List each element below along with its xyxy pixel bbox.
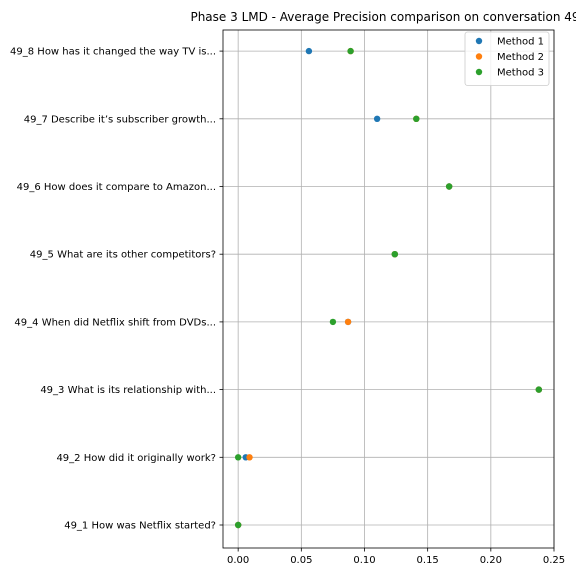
legend-box: [464, 31, 550, 86]
data-point: [413, 115, 420, 123]
data-point: [344, 318, 352, 326]
y-tick-label: 49_2 How did it originally work?: [56, 453, 216, 464]
data-point: [234, 454, 242, 461]
x-tick-label: 0.05: [290, 555, 312, 566]
y-tick-label: 49_8 How has it changed the way TV is...: [10, 47, 216, 58]
y-tick-label: 49_3 What is its relationship with...: [40, 385, 216, 396]
legend-label: Method 1: [497, 37, 544, 48]
x-tick-label: 0.10: [353, 555, 375, 566]
legend-marker: [475, 68, 483, 76]
x-tick-label: 0.20: [480, 555, 502, 566]
plot-frame: [222, 29, 555, 549]
x-tick-label: 0.25: [543, 555, 565, 566]
x-tick-label: 0.00: [227, 555, 249, 566]
legend-marker: [475, 53, 483, 60]
data-point: [535, 386, 543, 393]
y-tick-label: 49_4 When did Netflix shift from DVDs...: [14, 317, 216, 328]
data-point: [391, 251, 399, 258]
y-tick-label: 49_1 How was Netflix started?: [64, 521, 216, 532]
data-point: [445, 183, 453, 190]
data-point: [373, 115, 381, 123]
y-tick-label: 49_7 Describe it’s subscriber growth...: [24, 114, 216, 125]
data-points: [234, 47, 543, 529]
axes: 0.00 0.05 0.10 0.15 0.20 0.25 49_1 How was Net…: [10, 47, 565, 566]
data-point: [347, 47, 354, 55]
x-tick-label: 0.15: [417, 555, 439, 566]
y-tick-label: 49_6 How does it compare to Amazon...: [17, 182, 216, 193]
legend: Method 1 Method 2 Method 3: [464, 31, 550, 86]
data-point: [234, 521, 242, 529]
legend-label: Method 2: [497, 52, 544, 63]
data-point: [305, 47, 313, 55]
y-tick-label: 49_5 What are its other competitors?: [30, 250, 216, 261]
data-point: [246, 454, 253, 461]
legend-marker: [475, 37, 483, 45]
data-point: [329, 318, 337, 326]
chart-title: Phase 3 LMD - Average Precision comparis…: [190, 10, 576, 24]
legend-label: Method 3: [497, 68, 544, 79]
